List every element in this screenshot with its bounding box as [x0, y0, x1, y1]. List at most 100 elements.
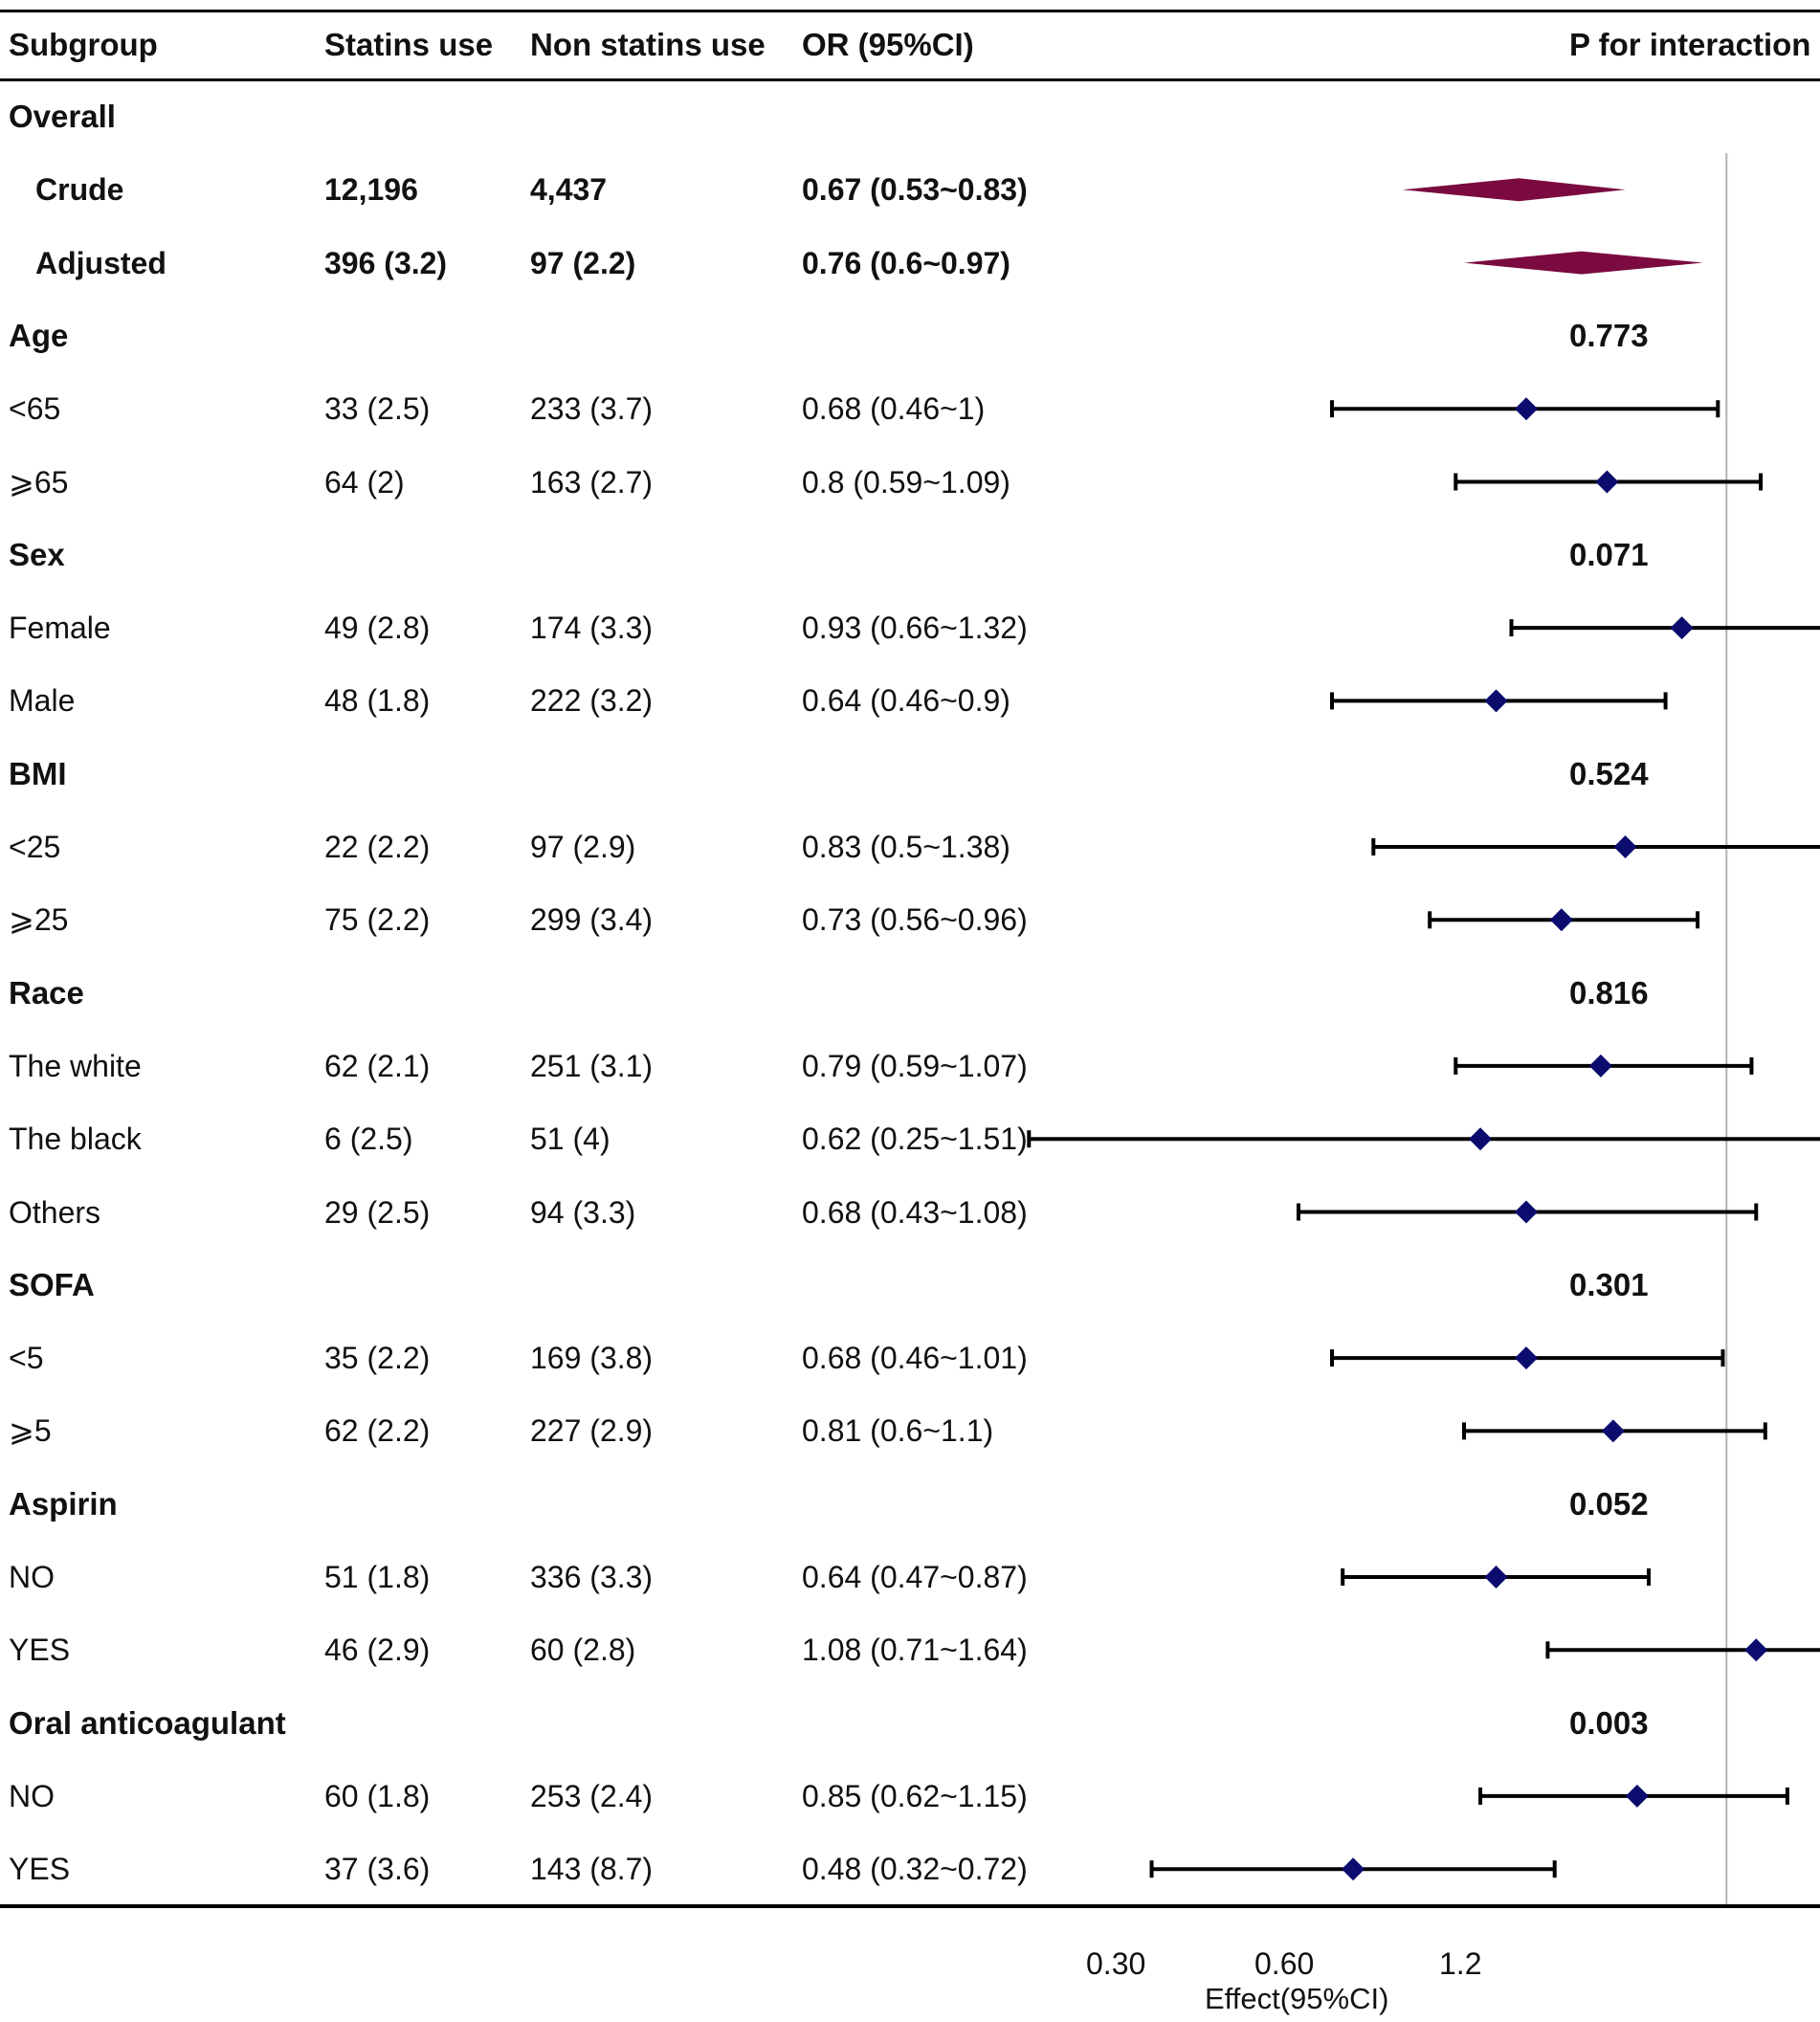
or-cell: 0.68 (0.46~1)	[802, 391, 986, 427]
or-cell: 0.68 (0.43~1.08)	[802, 1194, 1028, 1230]
p-interaction-cell: 0.071	[1569, 536, 1649, 572]
summary-diamond	[1464, 251, 1703, 275]
point-estimate	[1515, 1200, 1539, 1224]
or-cell: 0.8 (0.59~1.09)	[802, 464, 1010, 500]
or-cell: 0.64 (0.46~0.9)	[802, 683, 1010, 719]
point-estimate	[1744, 1638, 1768, 1662]
top-rule	[0, 10, 1820, 12]
subgroup-label: SOFA	[9, 1266, 95, 1302]
subgroup-label: Race	[9, 974, 84, 1011]
header-or-ci: OR (95%CI)	[802, 27, 974, 62]
non-statins-cell: 51 (4)	[530, 1122, 610, 1157]
subgroup-label: Aspirin	[9, 1485, 118, 1522]
header-p-interaction: P for interaction	[1569, 27, 1811, 62]
non-statins-cell: 97 (2.9)	[530, 830, 636, 864]
header-rule	[0, 78, 1820, 81]
non-statins-cell: 299 (3.4)	[530, 902, 654, 938]
statins-cell: 62 (2.1)	[324, 1048, 431, 1083]
statins-cell: 49 (2.8)	[324, 611, 431, 646]
subgroup-label: Crude	[35, 172, 124, 208]
point-estimate	[1625, 1784, 1649, 1808]
bottom-rule	[0, 1904, 1820, 1908]
subgroup-label: Others	[9, 1194, 101, 1230]
statins-cell: 37 (3.6)	[324, 1852, 431, 1887]
subgroup-label: NO	[9, 1778, 55, 1813]
subgroup-label: Overall	[9, 99, 116, 134]
or-cell: 0.68 (0.46~1.01)	[802, 1341, 1028, 1376]
p-interaction-cell: 0.003	[1569, 1704, 1649, 1741]
non-statins-cell: 233 (3.7)	[530, 391, 654, 427]
point-estimate	[1515, 1346, 1539, 1370]
non-statins-cell: 143 (8.7)	[530, 1852, 654, 1887]
subgroup-label: BMI	[9, 755, 67, 791]
point-estimate	[1549, 908, 1573, 932]
statins-cell: 46 (2.9)	[324, 1633, 431, 1668]
subgroup-label: ⩾65	[9, 464, 69, 500]
point-estimate	[1613, 835, 1637, 858]
statins-cell: 60 (1.8)	[324, 1778, 431, 1813]
subgroup-label: Female	[9, 611, 111, 646]
statins-cell: 62 (2.2)	[324, 1413, 431, 1449]
or-cell: 0.62 (0.25~1.51)	[802, 1122, 1028, 1157]
p-interaction-cell: 0.773	[1569, 317, 1649, 353]
or-cell: 0.67 (0.53~0.83)	[802, 172, 1028, 208]
non-statins-cell: 174 (3.3)	[530, 611, 654, 646]
non-statins-cell: 163 (2.7)	[530, 464, 654, 500]
statins-cell: 33 (2.5)	[324, 391, 431, 427]
non-statins-cell: 97 (2.2)	[530, 245, 636, 280]
or-cell: 0.93 (0.66~1.32)	[802, 611, 1028, 646]
p-interaction-cell: 0.301	[1569, 1266, 1649, 1302]
statins-cell: 6 (2.5)	[324, 1122, 413, 1157]
or-cell: 0.76 (0.6~0.97)	[802, 245, 1010, 280]
non-statins-cell: 222 (3.2)	[530, 683, 654, 719]
statins-cell: 396 (3.2)	[324, 245, 448, 280]
statins-cell: 48 (1.8)	[324, 683, 431, 719]
non-statins-cell: 4,437	[530, 172, 608, 208]
summary-diamond	[1402, 178, 1626, 202]
subgroup-label: Sex	[9, 536, 65, 572]
subgroup-label: NO	[9, 1560, 55, 1594]
or-cell: 0.79 (0.59~1.07)	[802, 1048, 1028, 1083]
non-statins-cell: 253 (2.4)	[530, 1778, 654, 1813]
statins-cell: 22 (2.2)	[324, 830, 431, 864]
statins-cell: 51 (1.8)	[324, 1560, 431, 1594]
subgroup-label: YES	[9, 1852, 71, 1887]
statins-cell: 12,196	[324, 172, 418, 208]
subgroup-label: ⩾5	[9, 1413, 52, 1449]
x-tick-label: 0.60	[1254, 1946, 1315, 1981]
point-estimate	[1484, 689, 1508, 713]
non-statins-cell: 251 (3.1)	[530, 1048, 654, 1083]
non-statins-cell: 227 (2.9)	[530, 1413, 654, 1449]
point-estimate	[1484, 1566, 1508, 1589]
subgroup-label: YES	[9, 1633, 71, 1668]
subgroup-label: ⩾25	[9, 902, 69, 938]
non-statins-cell: 94 (3.3)	[530, 1194, 636, 1230]
header-subgroup: Subgroup	[9, 27, 158, 62]
p-interaction-cell: 0.052	[1569, 1485, 1649, 1522]
subgroup-label: Adjusted	[35, 245, 166, 280]
statins-cell: 35 (2.2)	[324, 1341, 431, 1376]
or-cell: 0.73 (0.56~0.96)	[802, 902, 1028, 938]
x-tick-label: 0.30	[1086, 1946, 1146, 1981]
subgroup-label: <25	[9, 830, 61, 864]
subgroup-label: <5	[9, 1341, 44, 1376]
or-cell: 0.83 (0.5~1.38)	[802, 830, 1010, 864]
subgroup-label: The black	[9, 1122, 142, 1157]
or-cell: 1.08 (0.71~1.64)	[802, 1633, 1028, 1668]
subgroup-label: Male	[9, 683, 76, 719]
subgroup-label: <65	[9, 391, 61, 427]
subgroup-label: The white	[9, 1048, 142, 1083]
statins-cell: 64 (2)	[324, 464, 405, 500]
non-statins-cell: 60 (2.8)	[530, 1633, 636, 1668]
or-cell: 0.85 (0.62~1.15)	[802, 1778, 1028, 1813]
point-estimate	[1342, 1857, 1365, 1881]
point-estimate	[1595, 470, 1619, 494]
p-interaction-cell: 0.524	[1569, 755, 1649, 791]
point-estimate	[1515, 397, 1539, 421]
point-estimate	[1588, 1054, 1612, 1078]
point-estimate	[1469, 1127, 1493, 1151]
point-estimate	[1601, 1419, 1625, 1443]
x-axis-label: Effect(95%CI)	[1205, 1982, 1389, 2015]
point-estimate	[1670, 616, 1694, 640]
